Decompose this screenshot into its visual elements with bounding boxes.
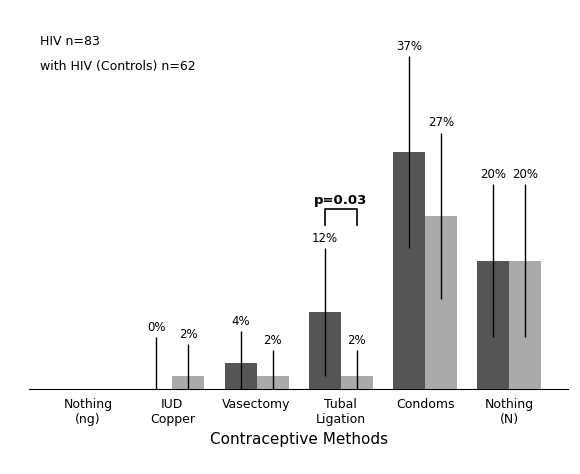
- Text: 4%: 4%: [231, 315, 250, 328]
- Text: 27%: 27%: [428, 116, 454, 129]
- Text: 12%: 12%: [312, 232, 338, 245]
- Text: 2%: 2%: [347, 334, 366, 347]
- Bar: [341, 376, 373, 389]
- Text: 0%: 0%: [147, 321, 165, 334]
- Text: HIV n=83: HIV n=83: [40, 35, 100, 48]
- Bar: [425, 216, 457, 389]
- Text: p=0.03: p=0.03: [314, 194, 368, 207]
- Text: with HIV (Controls) n=62: with HIV (Controls) n=62: [40, 60, 195, 73]
- Bar: [256, 376, 289, 389]
- Bar: [477, 261, 509, 389]
- Bar: [509, 261, 541, 389]
- Text: 2%: 2%: [263, 334, 282, 347]
- Bar: [224, 363, 256, 389]
- Text: 37%: 37%: [396, 39, 422, 53]
- Text: 2%: 2%: [179, 328, 198, 341]
- Text: 20%: 20%: [512, 168, 538, 181]
- X-axis label: Contraceptive Methods: Contraceptive Methods: [209, 432, 388, 447]
- Bar: [309, 312, 341, 389]
- Text: 20%: 20%: [480, 168, 506, 181]
- Bar: [172, 376, 204, 389]
- Bar: [393, 152, 425, 389]
